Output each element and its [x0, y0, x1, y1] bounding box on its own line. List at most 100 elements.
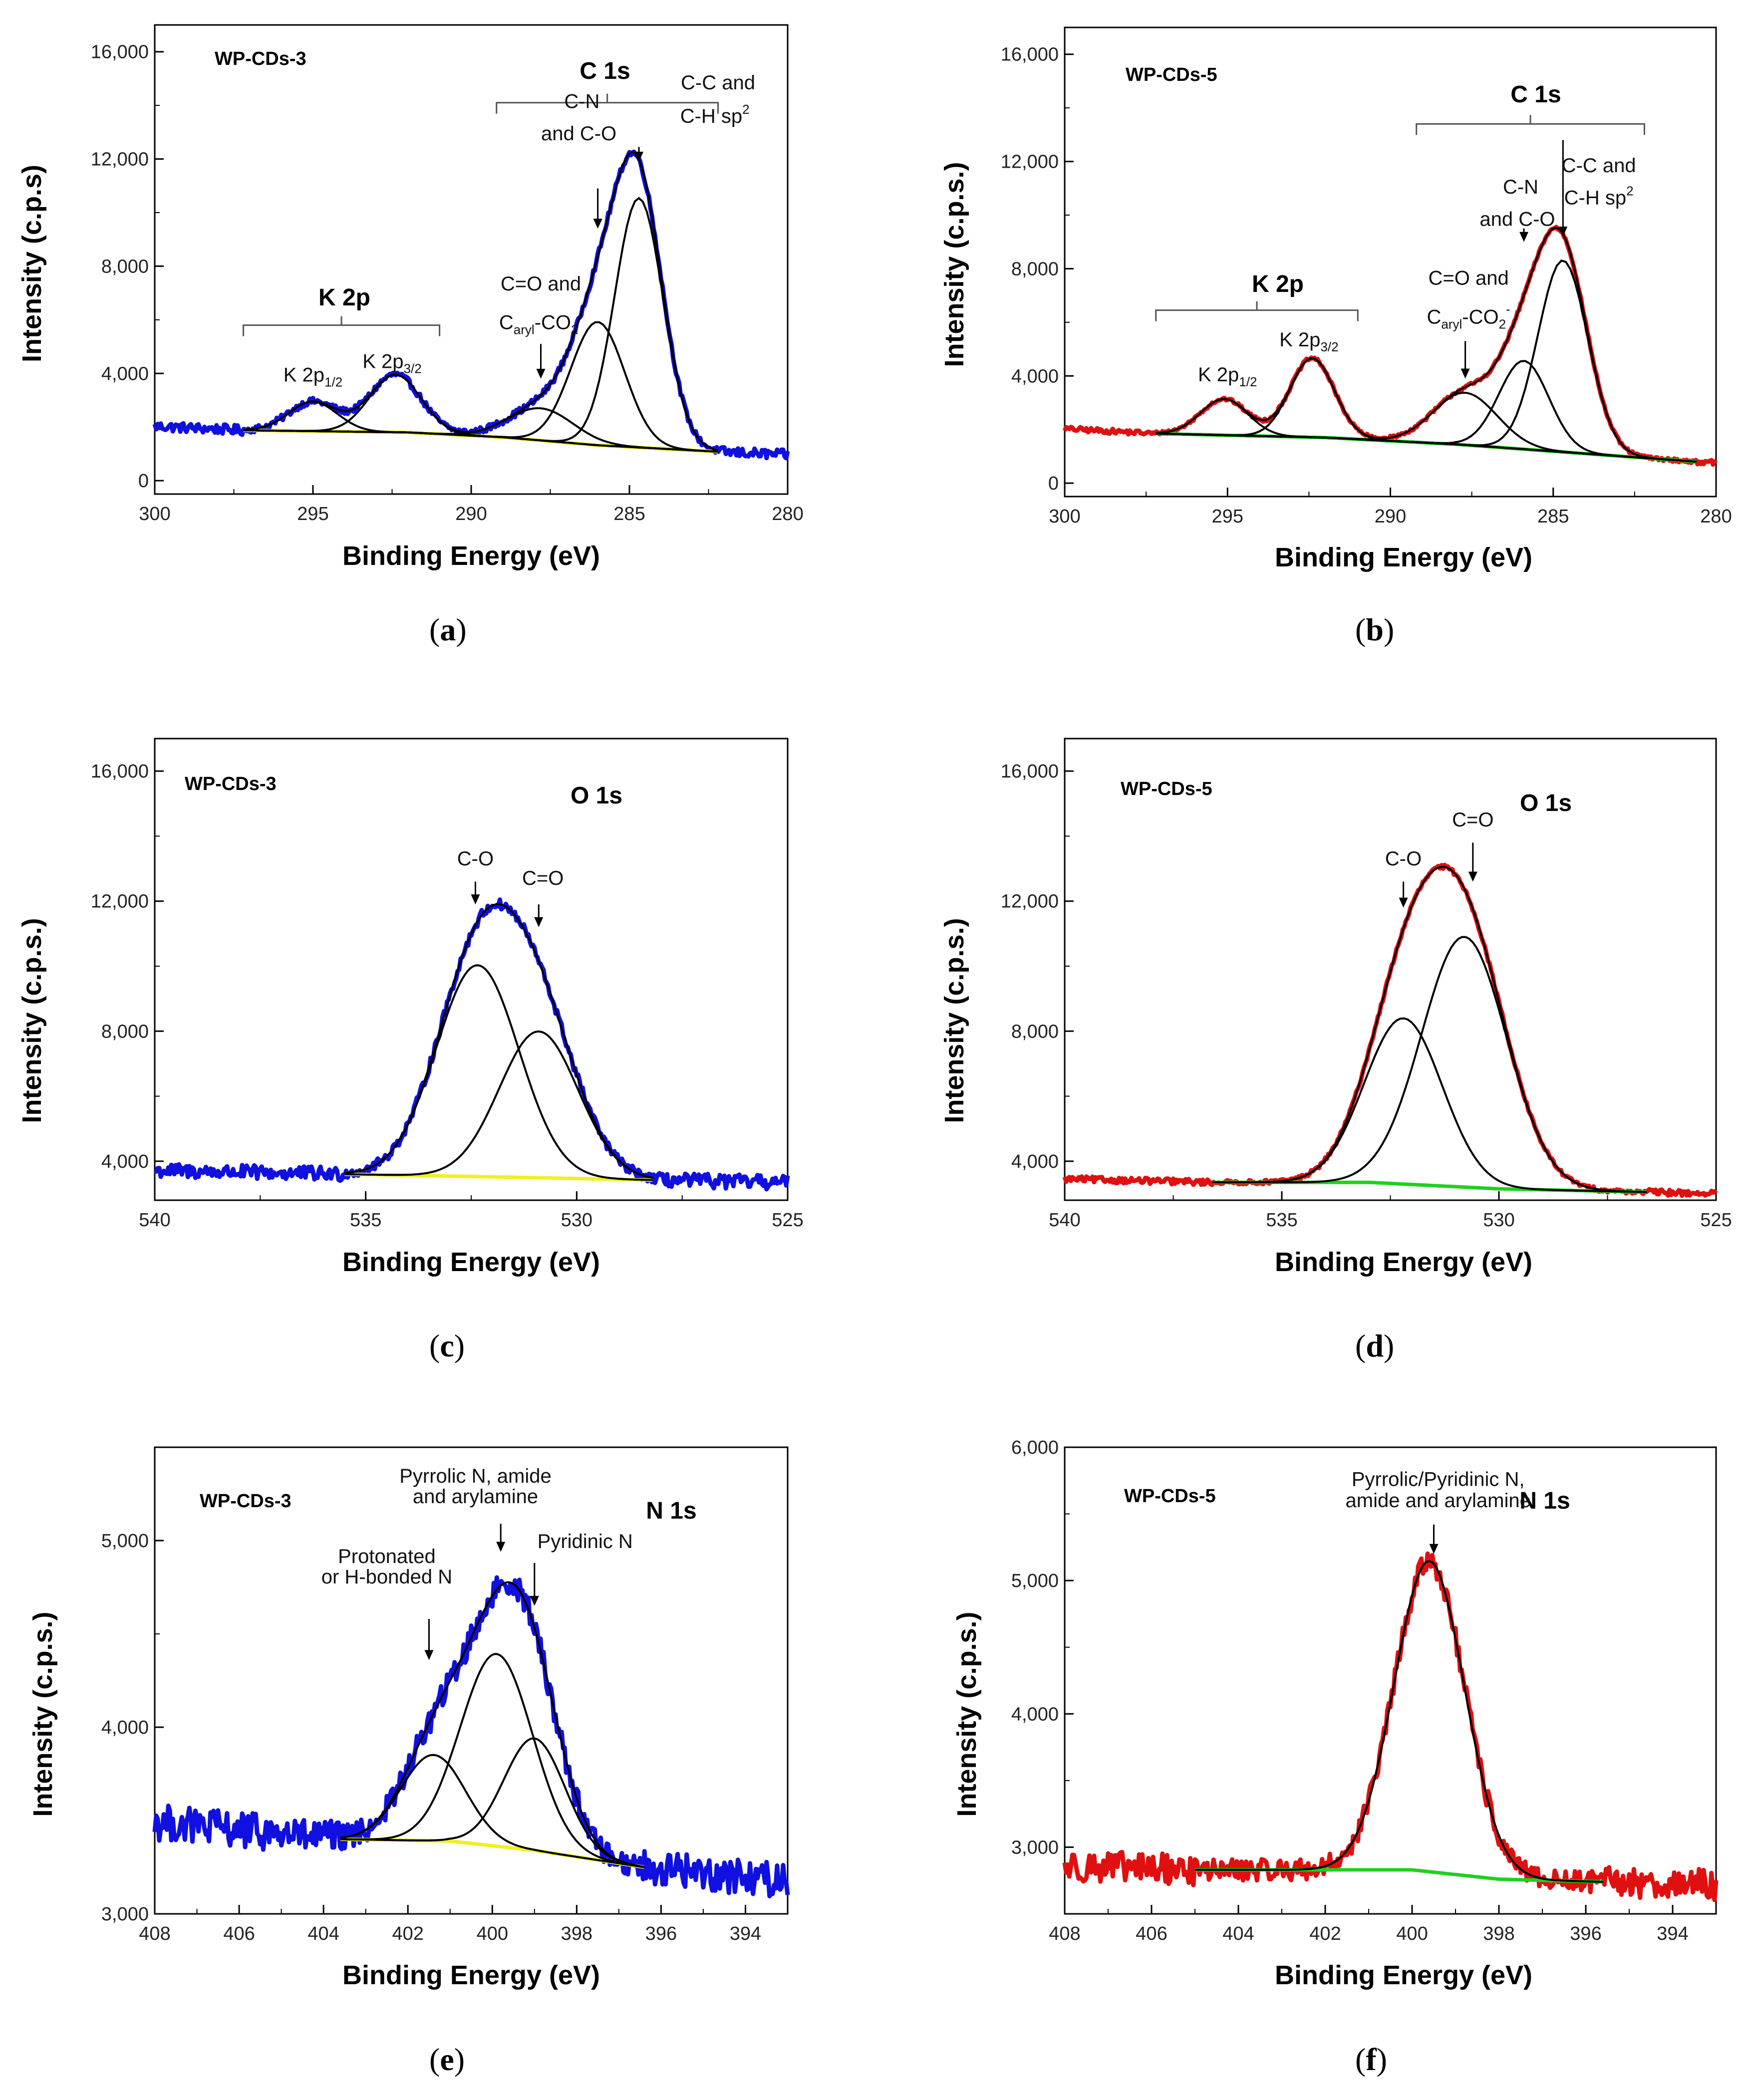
chart-e-xlabel: Binding Energy (eV) — [342, 1960, 600, 1990]
chart-a-ytick-label: 8,000 — [101, 256, 149, 277]
chart-c-xtick-label: 535 — [350, 1210, 381, 1231]
chart-d-ytick-label: 8,000 — [1011, 1021, 1059, 1042]
chart-a-arrowhead-icon — [634, 151, 644, 162]
chart-a-xtick-label: 280 — [772, 504, 803, 525]
chart-e-annotation: Protonated — [338, 1546, 436, 1568]
chart-e-xtick-label: 396 — [645, 1923, 677, 1944]
chart-d-xlabel: Binding Energy (eV) — [1275, 1247, 1532, 1277]
chart-d-xtick-label: 525 — [1700, 1210, 1732, 1231]
panel-b: WP-CDs-5 C 1s K 2p Binding Energy (eV) I… — [876, 0, 1752, 699]
caption-f-letter: f — [1366, 2042, 1377, 2077]
chart-d-xtick-label: 540 — [1049, 1210, 1080, 1231]
chart-b-ytick-label: 12,000 — [1001, 152, 1059, 173]
chart-f-xtick-label: 406 — [1136, 1923, 1167, 1944]
chart-d-ytick-label: 16,000 — [1001, 761, 1059, 782]
chart-f-title: WP-CDs-5 — [1124, 1486, 1216, 1507]
chart-b-annotation: K 2p3/2 — [1279, 329, 1338, 354]
chart-a-region: C 1s — [580, 58, 630, 84]
chart-f-xtick-label: 402 — [1309, 1923, 1341, 1944]
chart-a-region2: K 2p — [318, 284, 370, 311]
chart-a-ytick-label: 16,000 — [91, 42, 149, 63]
chart-d-raw-data-series — [1062, 862, 1718, 1198]
chart-c-component-2 — [344, 1031, 653, 1179]
chart-e-xtick-label: 402 — [392, 1923, 423, 1944]
chart-a-xtick-label: 300 — [139, 504, 170, 525]
panel-f: WP-CDs-5 N 1s Binding Energy (eV) Intens… — [876, 1397, 1752, 2100]
chart-b-arrowhead-icon — [1558, 226, 1568, 237]
chart-e-ylabel: Intensity (c.p.s.) — [28, 1611, 58, 1817]
chart-f-svg: WP-CDs-5 N 1s Binding Energy (eV) Intens… — [952, 1437, 1719, 1990]
chart-e-raw-data-series — [152, 1575, 790, 1898]
chart-b-annotation: C=O and — [1428, 267, 1508, 289]
chart-b-annotation: C-C and — [1562, 155, 1636, 177]
chart-e-xtick-label: 404 — [307, 1923, 339, 1944]
chart-a-xtick-label: 285 — [613, 504, 645, 525]
chart-a-annotation: C-H sp2 — [680, 102, 750, 127]
caption-a-letter: a — [440, 612, 456, 647]
chart-e-component-2 — [340, 1653, 644, 1868]
chart-c-ytick-label: 12,000 — [91, 891, 149, 912]
chart-f-xtick-label: 400 — [1396, 1923, 1428, 1944]
chart-a-ylabel: Intensity (c.p.s) — [17, 165, 47, 362]
chart-b-region: C 1s — [1510, 81, 1561, 108]
chart-f-raw-data-series — [1062, 1551, 1719, 1902]
chart-b-ytick-label: 4,000 — [1011, 366, 1059, 387]
caption-a: (a) — [429, 612, 467, 647]
chart-c-arrowhead-icon — [471, 894, 480, 905]
caption-c: (c) — [429, 1328, 465, 1363]
chart-b-region2: K 2p — [1252, 271, 1304, 297]
chart-a-annotation: Caryl-CO2- — [499, 307, 583, 337]
chart-e-component-3 — [340, 1737, 644, 1868]
chart-b-annotation: K 2p1/2 — [1198, 364, 1257, 389]
chart-b-xlabel: Binding Energy (eV) — [1275, 542, 1532, 572]
chart-a-annotation: C-N — [564, 91, 599, 113]
chart-d-title: WP-CDs-5 — [1121, 779, 1212, 799]
chart-a-annotation: C-C and — [681, 72, 755, 94]
chart-a-ytick-label: 4,000 — [101, 363, 149, 384]
chart-f-xtick-label: 396 — [1570, 1923, 1601, 1944]
chart-c-ytick-label: 8,000 — [101, 1021, 149, 1042]
chart-f-component-1 — [1195, 1560, 1603, 1883]
chart-b-ylabel: Intensity (c.p.s.) — [939, 162, 969, 367]
chart-f-ytick-label: 5,000 — [1011, 1571, 1059, 1591]
chart-a-bracket-c-1s — [496, 93, 719, 114]
chart-d-ytick-label: 12,000 — [1001, 891, 1059, 912]
chart-f-xtick-label: 404 — [1222, 1923, 1254, 1944]
chart-e-annotation: Pyrrolic N, amide — [399, 1465, 552, 1487]
caption-f: (f) — [1355, 2042, 1387, 2077]
panel-c: WP-CDs-3 O 1s Binding Energy (eV) Intens… — [0, 699, 876, 1397]
chart-b-arrowhead-icon — [1519, 232, 1529, 242]
chart-e-xtick-label: 394 — [730, 1923, 761, 1944]
chart-e-ytick-label: 3,000 — [101, 1904, 149, 1925]
chart-e-xtick-label: 400 — [477, 1923, 508, 1944]
chart-f-ytick-label: 3,000 — [1011, 1837, 1059, 1858]
chart-a-annotation: K 2p1/2 — [284, 364, 342, 389]
chart-f-xtick-label: 398 — [1483, 1923, 1514, 1944]
chart-b-raw-data-series — [1062, 225, 1718, 467]
chart-a-xtick-label: 295 — [297, 504, 328, 525]
chart-e-arrowhead-icon — [424, 1650, 434, 1660]
chart-c-plot-frame — [154, 738, 789, 1201]
chart-f-arrowhead-icon — [1429, 1544, 1439, 1554]
caption-c-letter: c — [440, 1328, 454, 1363]
chart-d-envelope-series — [1212, 865, 1647, 1193]
chart-a-arrowhead-icon — [536, 369, 546, 379]
chart-e-annotation: and arylamine — [413, 1486, 538, 1508]
panel-e: WP-CDs-3 N 1s Binding Energy (eV) Intens… — [0, 1397, 876, 2100]
chart-b-plot-frame — [1064, 26, 1717, 498]
chart-c-ytick-label: 4,000 — [101, 1151, 149, 1172]
chart-a-annotation: K 2p3/2 — [362, 351, 421, 376]
chart-c-svg: WP-CDs-3 O 1s Binding Energy (eV) Intens… — [17, 738, 804, 1277]
caption-e-letter: e — [440, 2042, 454, 2077]
chart-d-annotation: C=O — [1452, 809, 1493, 831]
chart-b-xtick-label: 280 — [1700, 506, 1732, 527]
chart-e-ytick-label: 5,000 — [101, 1531, 149, 1552]
chart-d-svg: WP-CDs-5 O 1s Binding Energy (eV) Intens… — [939, 738, 1732, 1277]
chart-e-title: WP-CDs-3 — [200, 1491, 292, 1512]
chart-d-region: O 1s — [1520, 790, 1572, 816]
chart-a-ytick-label: 12,000 — [91, 149, 149, 170]
chart-c-region: O 1s — [571, 783, 622, 809]
chart-c-xtick-label: 525 — [772, 1210, 803, 1231]
chart-a-component-2 — [243, 373, 718, 453]
chart-d-component-1 — [1212, 1017, 1647, 1193]
